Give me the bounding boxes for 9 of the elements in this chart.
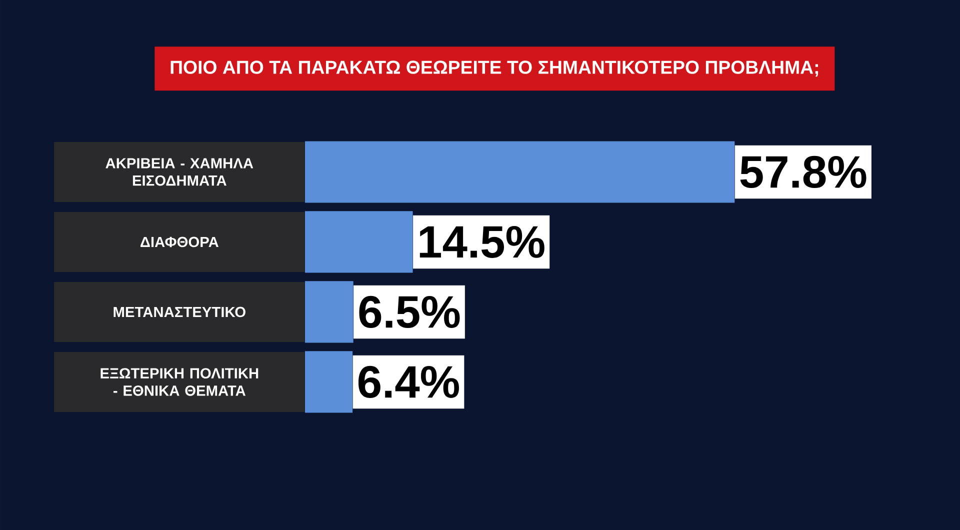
data-label: 14.5% <box>420 226 544 258</box>
y-tick-label: ΔΙΑΦΘΟΡΑ <box>140 236 219 248</box>
chart-title: ΠΟΙΟ ΑΠΟ ΤΑ ΠΑΡΑΚΑΤΩ ΘΕΩΡΕΙΤΕ ΤΟ ΣΗΜΑΝΤΙΚΟΤΕΡΟ ΠΡΟΒΛΗΜΑ; <box>170 60 818 77</box>
y-tick-label: ΑΚΡΙΒΕΙΑ - ΧΑΜΗΛΑ ΕΙΣΟΔΗΜΑΤΑ <box>106 158 254 186</box>
y-tick-label: ΕΞΩΤΕΡΙΚΗ ΠΟΛΙΤΙΚΗ - ΕΘΝΙΚΑ ΘΕΜΑΤΑ <box>100 368 258 396</box>
data-label: 57.8% <box>740 156 866 188</box>
y-tick-label: ΜΕΤΑΝΑΣΤΕΥΤΙΚΟ <box>114 306 246 318</box>
data-label: 6.4% <box>358 366 459 398</box>
data-label: 6.5% <box>359 296 460 328</box>
